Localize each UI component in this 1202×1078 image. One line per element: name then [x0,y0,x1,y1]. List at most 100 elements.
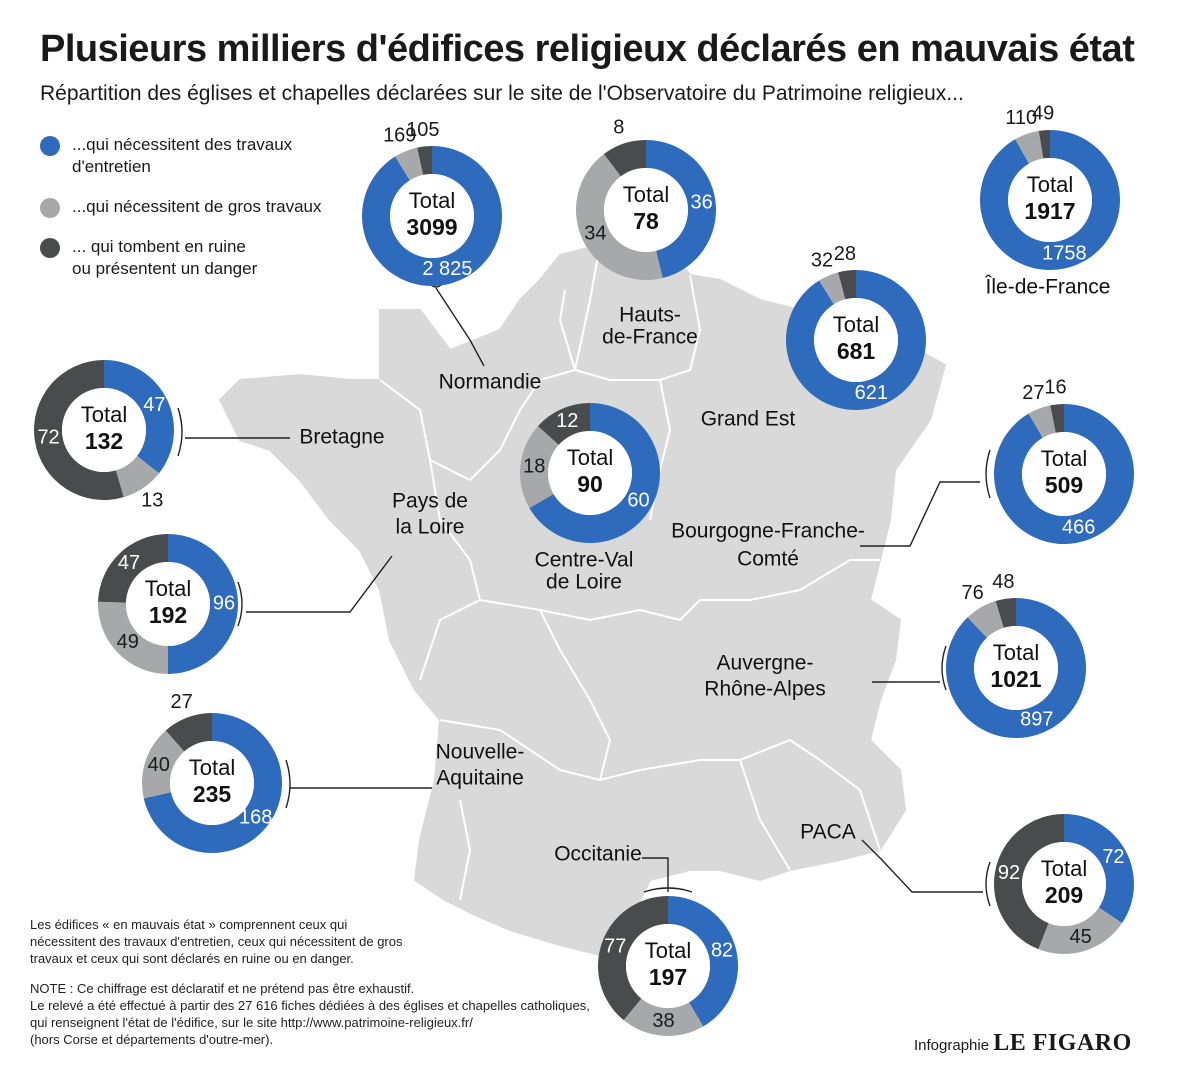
region-label-ge: Grand Est [701,408,796,431]
donut-value-gros: 49 [117,631,139,653]
donut-hole [390,174,474,258]
note-line: travaux et ceux qui sont déclarés en rui… [30,951,354,966]
donut-hole [170,741,254,825]
donut-slice-ruine [603,140,646,177]
donut-total-value: 3099 [406,214,457,240]
donut-slice-entretien [668,896,739,1027]
donut-value-entretien: 1758 [1042,242,1087,264]
note-line: NOTE : Ce chiffrage est déclaratif et ne… [30,981,415,996]
donut-total-label: Total [189,755,235,780]
donut-value-ruine: 105 [406,119,439,141]
donut-hole [1022,842,1106,926]
donut-value-entretien: 60 [627,489,649,511]
donut-hole [604,168,688,252]
donut-slice-gros [1015,130,1044,164]
donut-total-label: Total [993,640,1039,665]
donut-total-label: Total [1027,172,1073,197]
donut-hole [814,298,898,382]
donut-total-label: Total [567,445,613,470]
donut-value-gros: 110 [1005,107,1037,129]
legend-label: ...qui nécessitent des travaux [72,135,293,154]
bracket-mark [177,407,183,457]
region-label-ara2: Rhône-Alpes [704,678,825,701]
donut-slice-entretien [1064,814,1134,924]
donut-total-value: 1917 [1024,198,1075,224]
note-line: nécessitent des travaux d'entretien, ceu… [30,934,403,949]
donut-value-gros: 76 [961,582,983,604]
donut-slice-entretien [529,403,660,543]
donut-slice-ruine [34,360,124,500]
donut-slice-entretien [980,130,1120,270]
legend: ...qui nécessitent des travaux d'entreti… [40,134,360,298]
legend-label: ... qui tombent en ruine [72,237,246,256]
donut-value-ruine: 48 [992,571,1014,593]
france-map [218,238,947,962]
donut-value-ruine: 8 [613,117,624,139]
donut-value-gros: 18 [523,455,545,477]
donut-slice-gros [623,998,704,1036]
bracket-mark [237,581,243,627]
page-subtitle: Répartition des églises et chapelles déc… [40,82,964,105]
region-label-pdl2: la Loire [396,516,465,539]
donut-value-gros: 34 [584,222,606,244]
donut-total-label: Total [1041,446,1087,471]
bracket-mark [985,449,991,499]
donut-total-value: 78 [633,208,659,234]
note-line: (hors Corse et départements d'outre-mer)… [30,1032,274,1047]
donut-slice-ruine [165,713,212,752]
donut-slice-ruine [838,270,856,300]
donut-slice-ruine [993,814,1064,950]
donut-total-value: 1021 [990,666,1041,692]
donut-value-ruine: 12 [556,410,578,432]
note-line: qui renseignent l'état de l'édifice, sur… [30,1015,473,1030]
donut-slice-ruine [597,896,668,1021]
donut-total-label: Total [81,402,127,427]
donut-slice-entretien [946,598,1086,738]
donut-value-gros: 40 [148,754,170,776]
donut-value-entretien: 72 [1102,846,1124,868]
leader-line [246,555,393,613]
donut-value-gros: 32 [811,249,833,271]
donut-hole [126,562,210,646]
donut-value-ruine: 77 [604,935,626,957]
donut-slice-entretien [362,146,502,286]
donut-slice-ruine [98,534,168,603]
region-labels: Normandie Hauts-de-France Île-de-France Gra… [299,276,1110,866]
region-label-normandie: Normandie [439,371,542,394]
donut-slice-ruine [537,403,590,445]
donut-hole [974,626,1058,710]
donut-slice-gros [97,601,168,674]
donut-value-ruine: 16 [1044,377,1066,399]
bracket-mark [643,887,693,893]
note-line: Le relevé a été effectué à partir des 27… [30,998,590,1013]
donut-hole [62,388,146,472]
donut-value-entretien: 168 [239,806,272,828]
region-label-occ: Occitanie [554,843,642,866]
legend-item-entretien: ...qui nécessitent des travaux d'entreti… [40,134,360,178]
legend-dot-entretien [40,136,60,156]
region-label-bfc2: Comté [737,548,799,571]
donut-value-entretien: 2 825 [422,258,472,280]
donut-slice-gros [1028,405,1056,438]
donut-slice-gros [967,601,1004,638]
legend-label: ou présentent un danger [72,259,258,278]
bracket-mark [285,759,291,809]
region-borders [379,244,881,901]
donut-total-label: Total [409,188,455,213]
methodology-note: NOTE : Ce chiffrage est déclaratif et ne… [30,980,590,1048]
donut-total-value: 681 [837,338,876,364]
donut-slice-gros [1038,907,1123,954]
credit: Infographie LE FIGARO [914,1030,1132,1057]
donut-value-ruine: 72 [37,426,59,448]
leader-lines [177,283,991,907]
bracket-mark [941,645,947,691]
donut-value-gros: 13 [141,490,163,512]
donut-total-value: 509 [1045,472,1083,498]
donut-slice-entretien [104,360,174,474]
